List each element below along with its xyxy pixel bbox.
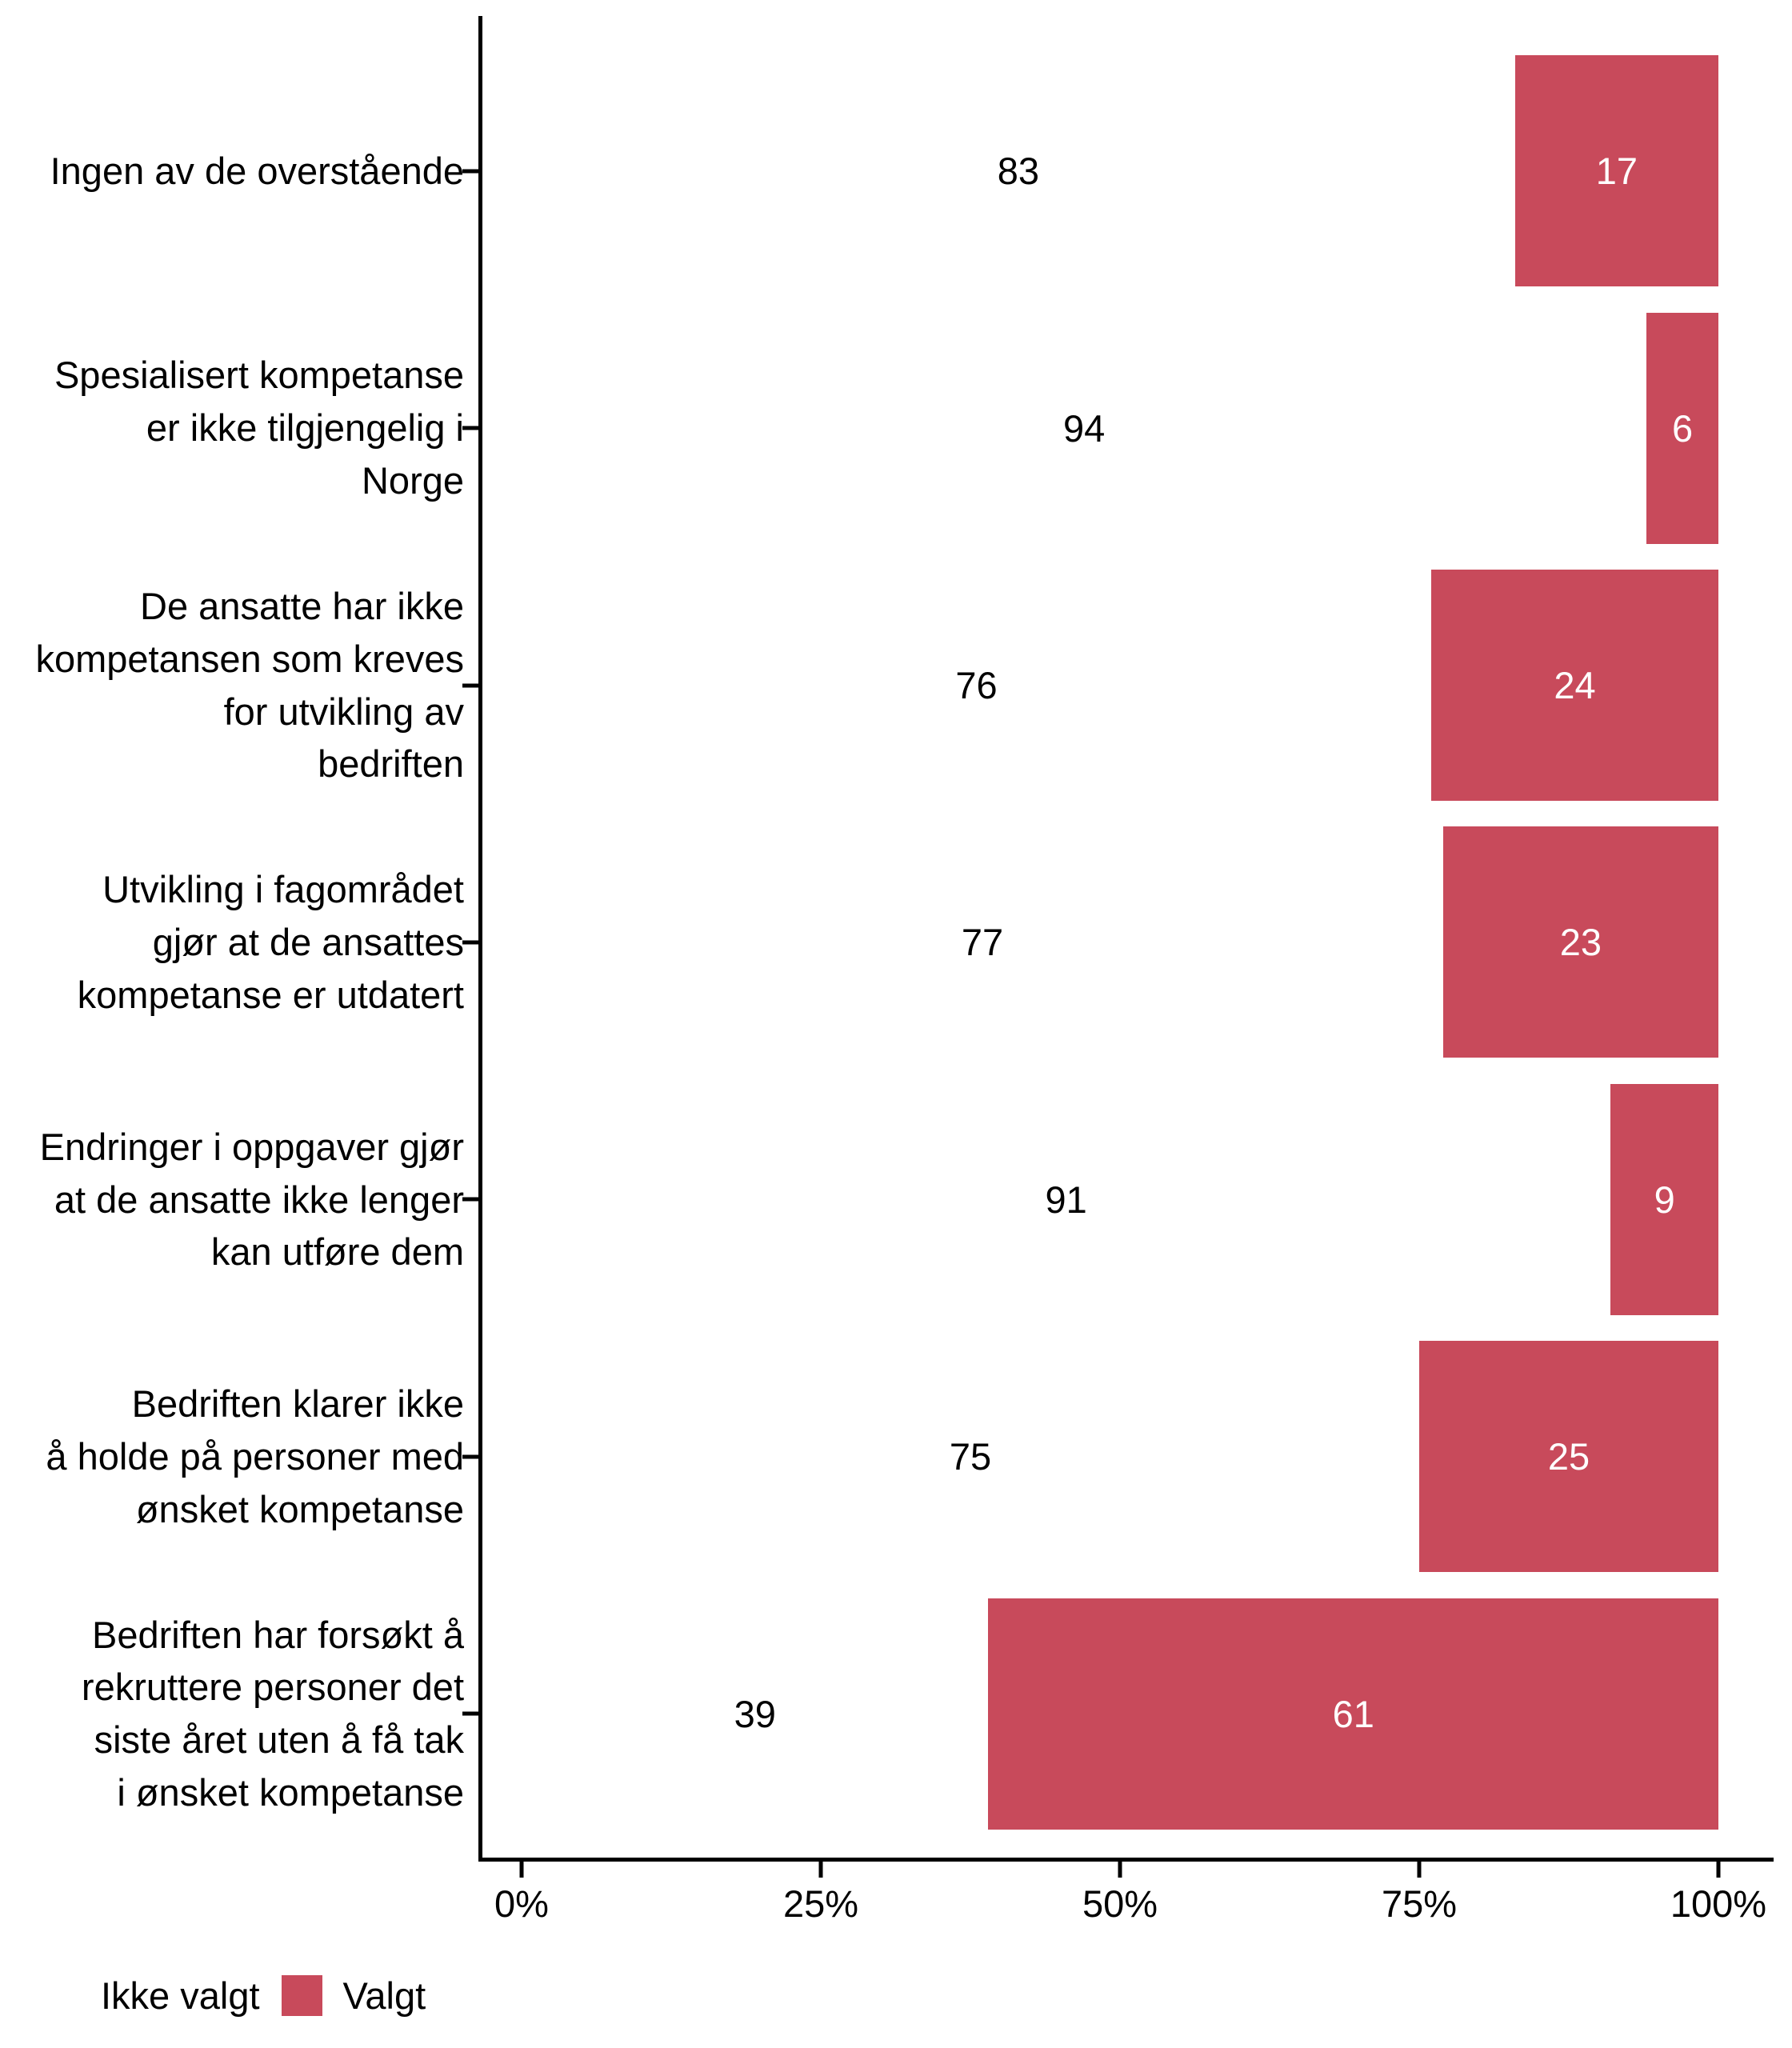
category-label: Bedriften har forsøkt å rekruttere perso…: [81, 1613, 464, 1814]
bar-track: 77 23: [522, 826, 1718, 1058]
x-axis-tick: [1716, 1862, 1721, 1878]
bar-track: 76 24: [522, 570, 1718, 802]
legend-swatch-valgt: [281, 1975, 322, 2016]
bar-segment-valgt: 25: [1419, 1341, 1718, 1573]
x-axis-tick: [1417, 1862, 1422, 1878]
x-axis-tick-label: 75%: [1381, 1882, 1458, 1925]
value-label-valgt: 24: [1554, 664, 1596, 707]
category-label: Spesialisert kompetanse er ikke tilgjeng…: [54, 354, 464, 502]
value-label-ikke-valgt: 39: [734, 1692, 776, 1735]
category-label: Ingen av de overstående: [50, 149, 464, 192]
value-label-valgt: 6: [1672, 406, 1694, 450]
legend-swatch-ikke-valgt: [48, 1975, 89, 2016]
bar-segment-valgt: 6: [1646, 312, 1718, 544]
x-axis-tick: [818, 1862, 823, 1878]
category-label: Bedriften klarer ikke å holde på persone…: [46, 1382, 464, 1530]
value-label-valgt: 23: [1559, 921, 1602, 964]
bar-track: 39 61: [522, 1598, 1718, 1830]
bar-row: 91 9: [522, 1071, 1718, 1328]
bar-row: 94 6: [522, 299, 1718, 556]
legend-label-valgt: Valgt: [342, 1974, 426, 2017]
x-axis-tick-label: 25%: [782, 1882, 859, 1925]
y-axis-tick: [462, 1711, 478, 1716]
x-axis-tick: [1118, 1862, 1122, 1878]
bar-track: 83 17: [522, 55, 1718, 287]
category-label: Endringer i oppgaver gjør at de ansatte …: [39, 1125, 464, 1274]
value-label-ikke-valgt: 91: [1045, 1178, 1087, 1221]
value-label-ikke-valgt: 83: [997, 150, 1039, 193]
category-labels: Ingen av de overstående Spesialisert komp…: [12, 42, 464, 1842]
bar-track: 75 25: [522, 1341, 1718, 1573]
y-axis-tick: [462, 683, 478, 688]
bar-segment-ikke-valgt: 76: [522, 570, 1431, 802]
bar-segment-ikke-valgt: 91: [522, 1083, 1611, 1315]
bar-segment-valgt: 23: [1442, 826, 1718, 1058]
value-label-valgt: 9: [1654, 1178, 1675, 1221]
x-axis-tick-label: 50%: [1082, 1882, 1158, 1925]
x-axis-tick: [519, 1862, 524, 1878]
bar-row: 77 23: [522, 814, 1718, 1070]
bar-track: 94 6: [522, 312, 1718, 544]
bar-row: 39 61: [522, 1586, 1718, 1842]
bar-segment-valgt: 17: [1514, 55, 1718, 287]
bar-segment-ikke-valgt: 39: [522, 1598, 989, 1830]
value-label-ikke-valgt: 75: [949, 1435, 992, 1478]
bar-segment-ikke-valgt: 75: [522, 1341, 1419, 1573]
x-axis-tick-label: 100%: [1670, 1882, 1767, 1925]
legend-label-ikke-valgt: Ikke valgt: [101, 1974, 260, 2017]
y-axis-tick: [462, 940, 478, 945]
value-label-ikke-valgt: 77: [961, 921, 1004, 964]
legend: Ikke valgt Valgt: [48, 1974, 426, 2018]
value-label-valgt: 17: [1595, 150, 1638, 193]
y-axis-tick: [462, 1197, 478, 1202]
bar-row: 83 17: [522, 42, 1718, 299]
bar-segment-valgt: 24: [1430, 570, 1718, 802]
bar-row: 76 24: [522, 557, 1718, 814]
bar-segment-valgt: 9: [1610, 1083, 1718, 1315]
bar-rows: 83 17 94 6 76 24 77 23 91 9 75 25 39 61: [522, 42, 1718, 1842]
plot-panel: 83 17 94 6 76 24 77 23 91 9 75 25 39 61 0% 25% 50% 75% 10…: [462, 16, 1774, 1925]
value-label-ikke-valgt: 94: [1062, 406, 1106, 450]
bar-row: 75 25: [522, 1328, 1718, 1585]
value-label-ikke-valgt: 76: [955, 664, 998, 707]
bar-segment-ikke-valgt: 83: [522, 55, 1515, 287]
category-label: Utvikling i fagområdet gjør at de ansatt…: [77, 868, 464, 1016]
bar-segment-ikke-valgt: 94: [522, 312, 1647, 544]
bar-segment-valgt: 61: [988, 1598, 1718, 1830]
value-label-valgt: 61: [1332, 1692, 1374, 1735]
category-label: De ansatte har ikke kompetansen som krev…: [35, 584, 464, 786]
bar-segment-ikke-valgt: 77: [522, 826, 1443, 1058]
y-axis-tick: [462, 1454, 478, 1459]
y-axis-tick: [462, 426, 478, 430]
y-axis-tick: [462, 169, 478, 174]
bar-track: 91 9: [522, 1083, 1718, 1315]
value-label-valgt: 25: [1547, 1435, 1590, 1478]
x-axis-tick-label: 0%: [494, 1882, 549, 1925]
